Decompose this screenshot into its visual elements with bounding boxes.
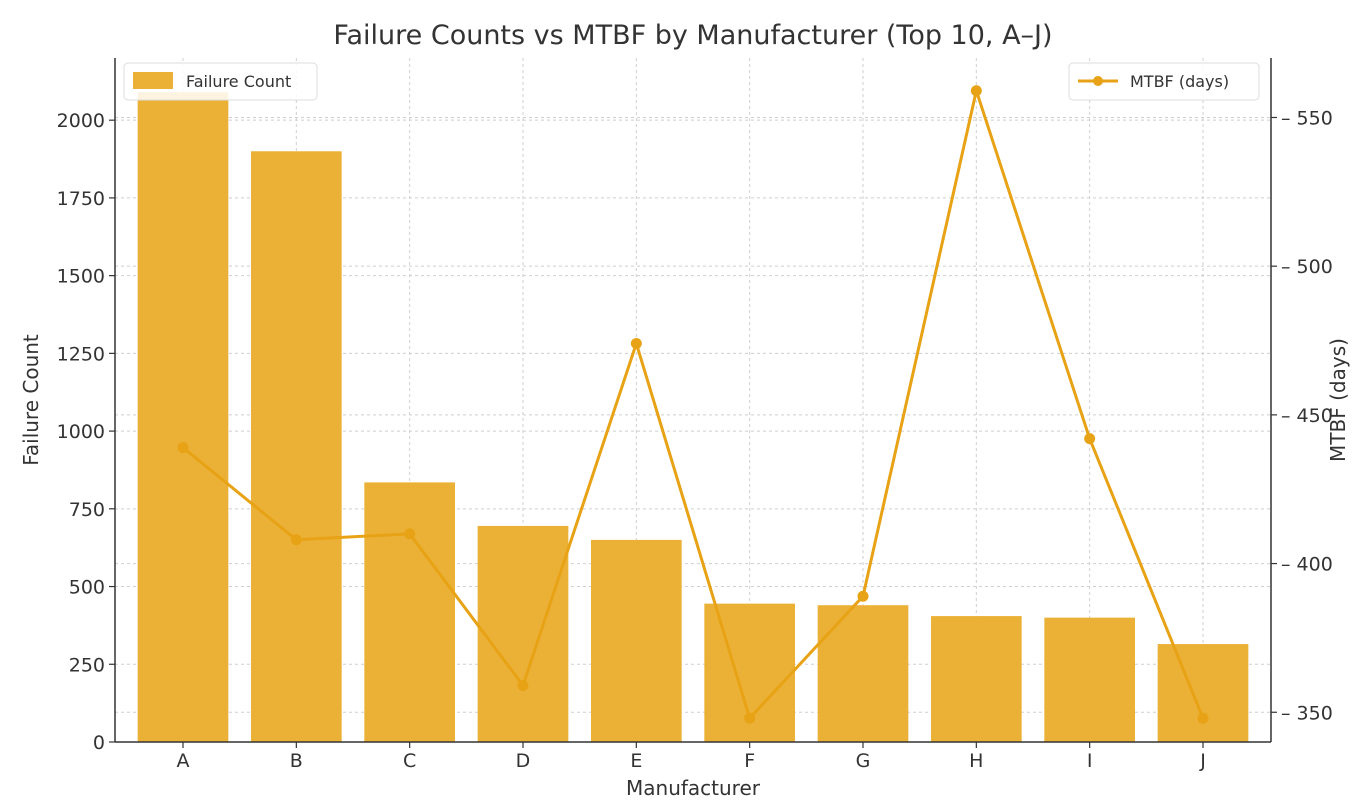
x-tick-label: E — [630, 750, 642, 772]
y-tick-label: 2000 — [57, 110, 105, 132]
x-tick-label: G — [856, 750, 871, 772]
y-tick-label: 1500 — [57, 266, 105, 288]
bar-J — [1157, 644, 1249, 742]
bar-H — [931, 616, 1022, 742]
bar-D — [477, 525, 569, 742]
bar-B — [251, 151, 342, 743]
mtbf-point-C — [404, 528, 416, 540]
mtbf-point-F — [744, 712, 756, 724]
y2-tick-label: – 350 — [1281, 702, 1333, 724]
bar-E — [591, 539, 682, 742]
y2-tick-label: – 450 — [1281, 405, 1333, 427]
x-tick-label: A — [177, 750, 190, 772]
legend-line-label: MTBF (days) — [1130, 72, 1229, 91]
y-tick-label: 1750 — [57, 188, 105, 210]
y2-tick-label: – 500 — [1281, 256, 1333, 278]
x-tick-label: I — [1087, 750, 1093, 772]
y2-tick-label: – 400 — [1281, 554, 1333, 576]
legend-bars: Failure Count — [123, 62, 318, 101]
legend-line-marker — [1093, 76, 1103, 86]
mtbf-point-E — [630, 337, 642, 349]
x-tick-label: H — [969, 750, 983, 772]
x-tick-label: C — [403, 750, 416, 772]
mtbf-point-I — [1084, 433, 1096, 445]
bar-G — [817, 605, 909, 742]
bars-layer — [137, 92, 1249, 743]
mtbf-point-A — [177, 442, 189, 454]
mtbf-point-J — [1197, 712, 1209, 724]
legend-bar-swatch — [133, 72, 173, 89]
y-tick-label: 750 — [69, 499, 105, 521]
y-tick-label: 1250 — [57, 343, 105, 365]
bar-C — [364, 482, 455, 742]
x-tick-label: B — [290, 750, 303, 772]
mtbf-series-line — [182, 89, 1205, 720]
y-axis-title: Failure Count — [19, 334, 43, 466]
x-axis-title: Manufacturer — [626, 776, 761, 800]
y-tick-label: 500 — [69, 577, 105, 599]
y-tick-label: 0 — [93, 732, 105, 754]
mtbf-point-D — [517, 679, 529, 691]
line-layer — [177, 85, 1209, 724]
legend-bar-label: Failure Count — [186, 72, 291, 91]
x-tick-label: F — [744, 750, 755, 772]
mtbf-point-H — [970, 85, 982, 97]
y2-axis-title: MTBF (days) — [1326, 338, 1350, 462]
bar-A — [137, 92, 229, 742]
bar-I — [1044, 617, 1135, 742]
legend-line: MTBF (days) — [1068, 62, 1260, 101]
x-tick-label: D — [516, 750, 531, 772]
mtbf-point-B — [290, 534, 302, 546]
y-tick-label: 1000 — [57, 421, 105, 443]
y2-tick-label: – 550 — [1281, 107, 1333, 129]
chart-title: Failure Counts vs MTBF by Manufacturer (… — [333, 20, 1052, 51]
axes-layer: 0 250 500 750 1000 1250 1500 1750 2000 – 350 – 400… — [57, 58, 1333, 772]
mtbf-point-G — [857, 590, 869, 602]
legend-line-frame — [1068, 62, 1260, 101]
y-tick-label: 250 — [69, 654, 105, 676]
x-tick-label: J — [1199, 750, 1206, 772]
